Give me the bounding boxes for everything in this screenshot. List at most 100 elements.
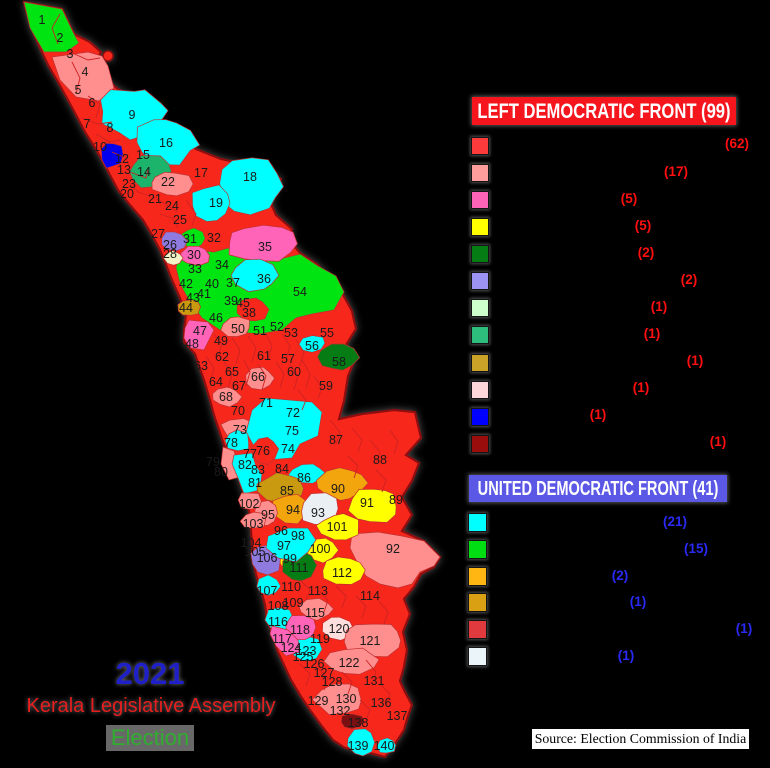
svg-text:96: 96 <box>274 524 288 538</box>
svg-text:132: 132 <box>330 704 351 718</box>
svg-text:87: 87 <box>329 433 343 447</box>
svg-text:120: 120 <box>329 622 350 636</box>
svg-text:19: 19 <box>209 196 223 210</box>
svg-text:67: 67 <box>232 379 246 393</box>
svg-text:61: 61 <box>257 349 271 363</box>
svg-text:57: 57 <box>281 352 295 366</box>
svg-text:32: 32 <box>207 231 221 245</box>
svg-text:34: 34 <box>215 258 229 272</box>
svg-text:74: 74 <box>281 442 295 456</box>
svg-text:60: 60 <box>287 365 301 379</box>
svg-text:14: 14 <box>137 165 151 179</box>
svg-text:9: 9 <box>129 108 136 122</box>
svg-text:31: 31 <box>183 232 197 246</box>
svg-text:122: 122 <box>339 656 360 670</box>
svg-text:39: 39 <box>224 294 238 308</box>
svg-text:88: 88 <box>373 453 387 467</box>
svg-text:119: 119 <box>310 632 330 646</box>
svg-text:30: 30 <box>187 248 201 262</box>
svg-text:83: 83 <box>251 463 265 477</box>
svg-text:72: 72 <box>286 406 300 420</box>
svg-text:140: 140 <box>374 739 395 753</box>
svg-text:59: 59 <box>319 379 333 393</box>
svg-text:38: 38 <box>242 306 256 320</box>
svg-text:16: 16 <box>159 136 173 150</box>
svg-text:110: 110 <box>281 580 301 594</box>
svg-text:128: 128 <box>322 675 343 689</box>
svg-text:26: 26 <box>163 238 177 252</box>
svg-text:139: 139 <box>348 739 369 753</box>
svg-text:24: 24 <box>165 199 179 213</box>
svg-text:10: 10 <box>93 140 107 154</box>
svg-text:79: 79 <box>206 455 220 469</box>
svg-text:27: 27 <box>151 227 165 241</box>
svg-text:22: 22 <box>161 175 175 189</box>
svg-text:131: 131 <box>364 674 385 688</box>
svg-text:47: 47 <box>193 324 207 338</box>
svg-text:36: 36 <box>257 272 271 286</box>
svg-text:85: 85 <box>280 484 294 498</box>
svg-text:107: 107 <box>257 584 278 598</box>
svg-text:116: 116 <box>268 615 288 629</box>
svg-text:65: 65 <box>225 365 239 379</box>
svg-text:97: 97 <box>277 539 291 553</box>
svg-text:114: 114 <box>360 589 380 603</box>
svg-text:105: 105 <box>245 545 266 559</box>
svg-text:126: 126 <box>304 657 325 671</box>
svg-text:78: 78 <box>224 436 238 450</box>
svg-text:129: 129 <box>308 694 329 708</box>
svg-text:102: 102 <box>239 497 260 511</box>
svg-text:42: 42 <box>179 277 193 291</box>
svg-text:70: 70 <box>231 404 245 418</box>
svg-text:125: 125 <box>293 650 314 664</box>
svg-text:93: 93 <box>311 506 325 520</box>
svg-text:8: 8 <box>107 121 114 135</box>
svg-text:2: 2 <box>57 31 64 45</box>
svg-text:103: 103 <box>243 517 264 531</box>
svg-text:80: 80 <box>214 465 228 479</box>
svg-text:117: 117 <box>272 632 292 646</box>
svg-text:118: 118 <box>290 623 310 637</box>
svg-text:75: 75 <box>285 424 299 438</box>
svg-text:15: 15 <box>136 148 150 162</box>
svg-text:89: 89 <box>389 493 403 507</box>
svg-text:136: 136 <box>371 696 392 710</box>
svg-text:7: 7 <box>84 117 91 131</box>
svg-text:130: 130 <box>336 692 357 706</box>
svg-text:84: 84 <box>275 462 289 476</box>
svg-text:51: 51 <box>253 324 267 338</box>
svg-text:111: 111 <box>289 561 308 575</box>
svg-text:66: 66 <box>251 370 265 384</box>
svg-text:6: 6 <box>89 96 96 110</box>
svg-text:115: 115 <box>305 606 325 620</box>
svg-text:92: 92 <box>386 542 400 556</box>
svg-text:45: 45 <box>236 296 250 310</box>
svg-text:113: 113 <box>308 584 328 598</box>
svg-text:71: 71 <box>259 396 273 410</box>
svg-text:100: 100 <box>310 542 331 556</box>
svg-text:28: 28 <box>163 247 177 261</box>
svg-text:41: 41 <box>197 287 211 301</box>
svg-text:127: 127 <box>314 666 335 680</box>
svg-text:54: 54 <box>293 285 307 299</box>
svg-text:4: 4 <box>82 65 89 79</box>
svg-text:46: 46 <box>209 311 223 325</box>
svg-text:40: 40 <box>205 277 219 291</box>
svg-text:98: 98 <box>291 529 305 543</box>
svg-text:53: 53 <box>284 326 298 340</box>
svg-text:23: 23 <box>122 177 136 191</box>
svg-text:44: 44 <box>179 301 193 315</box>
svg-text:90: 90 <box>331 482 345 496</box>
svg-text:68: 68 <box>219 390 233 404</box>
svg-text:86: 86 <box>297 471 311 485</box>
svg-text:1: 1 <box>39 13 46 27</box>
svg-text:25: 25 <box>173 213 187 227</box>
svg-text:123: 123 <box>296 644 317 658</box>
svg-text:109: 109 <box>283 596 304 610</box>
svg-text:82: 82 <box>238 458 252 472</box>
svg-text:81: 81 <box>248 476 262 490</box>
svg-text:99: 99 <box>283 552 297 566</box>
svg-text:77: 77 <box>243 447 257 461</box>
svg-text:62: 62 <box>215 350 229 364</box>
svg-text:106: 106 <box>257 551 278 565</box>
